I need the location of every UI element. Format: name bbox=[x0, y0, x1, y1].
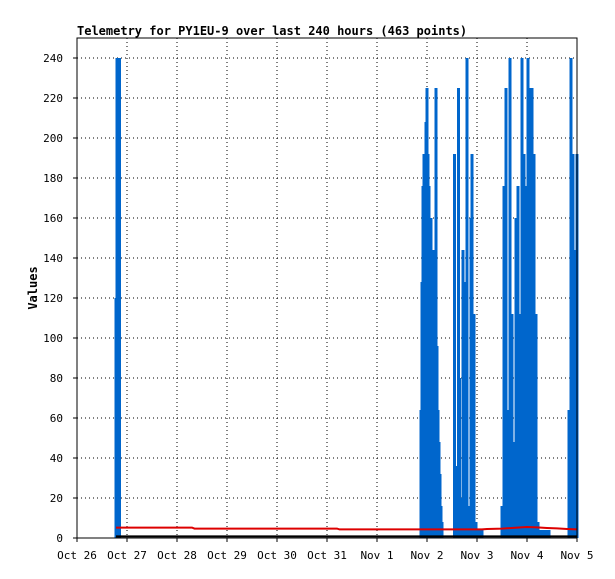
x-tick-label: Oct 26 bbox=[57, 549, 97, 562]
x-tick-label: Nov 3 bbox=[460, 549, 493, 562]
y-tick-label: 0 bbox=[56, 532, 63, 545]
y-tick-label: 40 bbox=[50, 452, 63, 465]
y-tick-label: 240 bbox=[43, 52, 63, 65]
x-tick-label: Nov 5 bbox=[560, 549, 593, 562]
x-tick-label: Oct 29 bbox=[207, 549, 247, 562]
y-tick-label: 80 bbox=[50, 372, 63, 385]
x-tick-label: Nov 2 bbox=[410, 549, 443, 562]
x-tick-label: Oct 30 bbox=[257, 549, 297, 562]
y-tick-label: 180 bbox=[43, 172, 63, 185]
y-axis-label: Values bbox=[26, 266, 40, 309]
x-tick-label: Nov 1 bbox=[360, 549, 393, 562]
x-tick-label: Nov 4 bbox=[510, 549, 543, 562]
axis-ticks: 0 20 40 60 80 100 120 140 160 180 200 220 240 Oct 26 O… bbox=[43, 52, 593, 562]
y-tick-label: 60 bbox=[50, 412, 63, 425]
y-tick-label: 200 bbox=[43, 132, 63, 145]
chart-title: Telemetry for PY1EU-9 over last 240 hour… bbox=[77, 24, 467, 38]
y-tick-label: 220 bbox=[43, 92, 63, 105]
y-tick-label: 160 bbox=[43, 212, 63, 225]
y-tick-label: 100 bbox=[43, 332, 63, 345]
y-tick-label: 120 bbox=[43, 292, 63, 305]
y-tick-label: 20 bbox=[50, 492, 63, 505]
x-tick-label: Oct 27 bbox=[107, 549, 147, 562]
x-tick-label: Oct 31 bbox=[307, 549, 347, 562]
red-series-line bbox=[116, 525, 578, 531]
x-tick-label: Oct 28 bbox=[157, 549, 197, 562]
y-tick-label: 140 bbox=[43, 252, 63, 265]
